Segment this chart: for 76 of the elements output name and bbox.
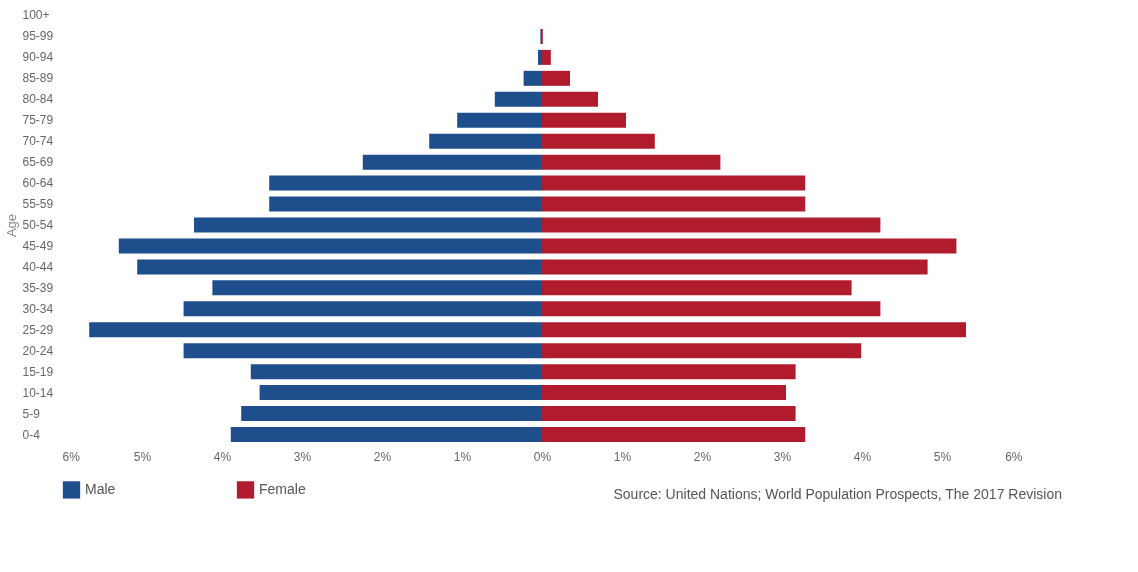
bar xyxy=(457,112,542,128)
bar xyxy=(269,196,542,212)
bar xyxy=(542,112,626,128)
bar xyxy=(183,343,542,359)
legend-label: Female xyxy=(259,480,306,497)
y-tick-label: 65-69 xyxy=(22,155,54,170)
bar xyxy=(542,133,655,149)
y-tick-label: 60-64 xyxy=(22,176,54,191)
bar xyxy=(542,280,852,296)
bar xyxy=(542,196,806,212)
x-tick-label: 3% xyxy=(293,449,312,464)
bar xyxy=(362,154,542,170)
y-tick-label: 10-14 xyxy=(22,385,54,400)
y-axis-title: Age xyxy=(3,213,19,238)
legend-label: Male xyxy=(85,480,116,497)
y-tick-label: 90-94 xyxy=(22,50,54,65)
bar xyxy=(542,70,570,86)
y-tick-label: 95-99 xyxy=(22,29,54,44)
bar xyxy=(542,343,862,359)
y-tick-label: 20-24 xyxy=(22,343,54,358)
bar xyxy=(89,322,542,338)
x-tick-label: 5% xyxy=(133,449,152,464)
y-tick-label: 25-29 xyxy=(22,322,54,337)
y-tick-label: 85-89 xyxy=(22,71,54,86)
y-tick-label: 30-34 xyxy=(22,301,54,316)
x-tick-label: 4% xyxy=(213,449,232,464)
bar xyxy=(194,217,542,233)
bar xyxy=(241,406,542,422)
y-tick-label: 100+ xyxy=(22,8,50,23)
bar xyxy=(269,175,542,191)
bar xyxy=(250,364,542,380)
bar xyxy=(259,385,542,401)
bar xyxy=(542,385,786,401)
x-tick-label: 6% xyxy=(62,449,81,464)
y-tick-label: 70-74 xyxy=(22,134,54,149)
y-tick-label: 45-49 xyxy=(22,238,54,253)
y-tick-label: 80-84 xyxy=(22,92,54,107)
bar xyxy=(542,301,881,317)
bar xyxy=(542,175,806,191)
bar xyxy=(118,238,542,254)
x-tick-label: 1% xyxy=(453,449,472,464)
x-tick-label: 1% xyxy=(613,449,632,464)
bar xyxy=(542,322,966,338)
bar xyxy=(542,406,796,422)
bar xyxy=(542,154,721,170)
bar xyxy=(542,91,598,107)
x-tick-label: 2% xyxy=(693,449,712,464)
bar xyxy=(542,427,806,443)
bar xyxy=(230,427,542,443)
bar xyxy=(542,217,881,233)
bar xyxy=(429,133,542,149)
x-tick-label: 6% xyxy=(1005,449,1023,464)
bar xyxy=(212,280,542,296)
y-tick-label: 0-4 xyxy=(22,427,41,442)
bar xyxy=(523,70,542,86)
source-note: Source: United Nations; World Population Prospects, The 2017 Revision xyxy=(613,486,1062,502)
y-tick-label: 5-9 xyxy=(22,406,41,421)
bar xyxy=(494,91,542,107)
x-tick-label: 2% xyxy=(373,449,392,464)
x-tick-label: 3% xyxy=(773,449,792,464)
y-tick-label: 55-59 xyxy=(22,197,54,212)
bar xyxy=(542,238,957,254)
y-tick-label: 40-44 xyxy=(22,259,54,274)
x-tick-label: 0% xyxy=(533,449,552,464)
y-tick-label: 15-19 xyxy=(22,364,54,379)
y-tick-label: 50-54 xyxy=(22,218,54,232)
bar xyxy=(538,49,542,65)
y-tick-label: 75-79 xyxy=(22,113,54,128)
y-tick-label: 35-39 xyxy=(22,280,54,295)
bar xyxy=(542,259,928,275)
bar xyxy=(137,259,542,275)
x-tick-label: 5% xyxy=(933,449,952,464)
bar xyxy=(183,301,542,317)
bar xyxy=(542,49,551,65)
bar xyxy=(542,364,796,380)
x-tick-label: 4% xyxy=(853,449,872,464)
